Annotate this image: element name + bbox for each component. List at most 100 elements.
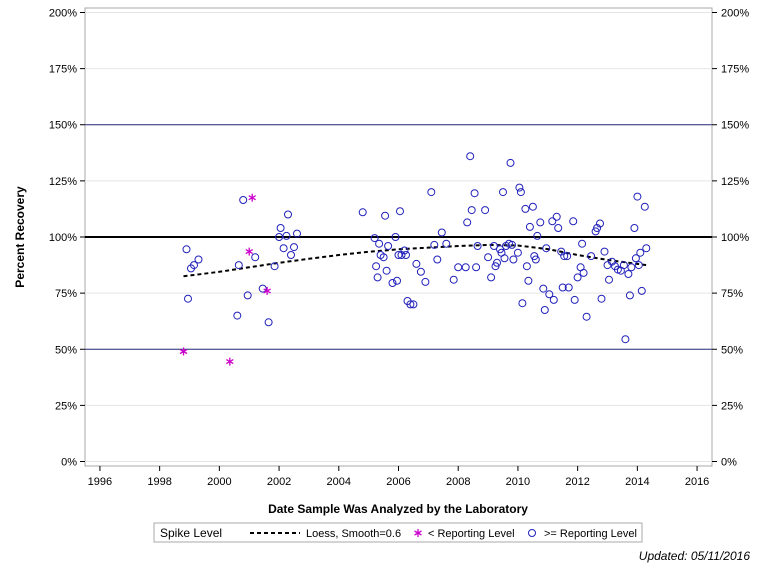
data-point <box>522 262 531 271</box>
y-tick-label-right: 150% <box>721 120 749 132</box>
data-point <box>637 286 646 295</box>
data-point <box>500 254 509 263</box>
data-point <box>549 295 558 304</box>
x-axis-title: Date Sample Was Analyzed by the Laborato… <box>268 502 528 516</box>
data-point <box>582 312 591 321</box>
data-point <box>499 188 507 197</box>
y-axis-right: 0% 25% 50% 75% 100% 125% 150% 175% 200% <box>712 7 749 469</box>
y-axis-title: Percent Recovery <box>13 186 27 288</box>
data-point <box>182 245 191 254</box>
legend-below-label: < Reporting Level <box>428 528 515 540</box>
data-point <box>379 253 388 262</box>
data-point <box>279 244 288 253</box>
asterisk-stroke <box>226 359 234 365</box>
data-point <box>427 188 436 197</box>
data-point <box>384 242 393 250</box>
data-point <box>251 253 260 262</box>
data-point <box>539 284 548 293</box>
data-point <box>233 311 242 320</box>
data-point <box>597 294 606 303</box>
data-point <box>490 242 498 250</box>
data-point <box>558 283 567 292</box>
data-point <box>358 208 367 217</box>
x-tick-label: 2012 <box>565 476 589 488</box>
data-point <box>619 261 628 270</box>
data-point <box>421 277 430 286</box>
legend-box <box>153 522 643 543</box>
data-point <box>467 206 476 215</box>
data-point <box>569 217 578 226</box>
data-point <box>554 224 563 232</box>
data-point <box>391 233 400 241</box>
data-point <box>508 240 516 249</box>
data-point <box>190 261 198 270</box>
data-point <box>184 294 192 303</box>
x-tick-label: 1996 <box>88 476 112 488</box>
data-point <box>600 247 609 256</box>
data-point <box>234 261 243 270</box>
data-point <box>506 158 515 167</box>
data-point <box>481 206 490 215</box>
data-point <box>473 242 482 250</box>
legend-loess-label: Loess, Smooth=0.6 <box>306 528 401 540</box>
data-point <box>578 239 587 248</box>
data-point <box>636 248 645 257</box>
data-point <box>640 202 649 211</box>
asterisk-stroke <box>245 249 254 255</box>
data-point <box>634 261 643 270</box>
x-axis: 1996 1998 2000 2002 2004 2006 2008 2010 2012 2014… <box>88 466 709 488</box>
x-tick-label: 2008 <box>446 476 470 488</box>
data-point <box>402 251 410 259</box>
data-point <box>493 258 501 267</box>
data-point <box>509 255 518 264</box>
updated-note: Updated: 05/11/2016 <box>638 549 750 563</box>
data-point <box>564 283 573 292</box>
data-point <box>521 204 530 213</box>
data-point <box>239 196 248 204</box>
data-point <box>287 251 295 259</box>
y-tick-label: 175% <box>49 64 77 76</box>
data-point <box>633 192 642 201</box>
y-tick-label: 150% <box>49 120 77 132</box>
data-point <box>563 252 572 261</box>
data-point <box>545 290 554 299</box>
data-point <box>282 231 291 240</box>
data-point <box>542 244 551 253</box>
y-tick-label-right: 100% <box>721 232 749 244</box>
data-point <box>442 239 451 248</box>
y-tick-label-right: 125% <box>721 176 749 188</box>
y-axis-left: 0% 25% 50% 75% 100% 125% 150% 175% 200% <box>49 7 85 469</box>
data-point <box>270 262 279 271</box>
data-point <box>463 218 472 227</box>
legend-title: Spike Level <box>160 526 222 540</box>
below-reporting-point <box>245 247 254 256</box>
legend-asterisk-swatch <box>414 529 422 537</box>
data-point <box>293 229 301 238</box>
data-point <box>630 224 639 232</box>
data-point <box>470 189 479 198</box>
data-point <box>487 273 496 282</box>
y-tick-label-right: 50% <box>721 344 743 356</box>
data-point <box>370 234 379 243</box>
legend-asterisk <box>414 529 422 537</box>
y-tick-label: 25% <box>55 400 77 412</box>
legend-above-label: >= Reporting Level <box>544 528 637 540</box>
y-tick-label-right: 25% <box>721 400 743 412</box>
data-point <box>437 228 446 237</box>
data-point <box>573 273 582 282</box>
data-point <box>621 335 630 344</box>
x-tick-label: 2002 <box>267 476 291 488</box>
data-point <box>466 152 475 161</box>
data-point <box>552 212 561 221</box>
data-point <box>570 295 579 304</box>
data-point <box>258 284 267 293</box>
data-point <box>290 243 298 252</box>
data-point <box>373 273 382 282</box>
x-tick-label: 2006 <box>386 476 410 488</box>
below-reporting-point <box>248 193 257 202</box>
data-point <box>461 263 470 272</box>
loess-line <box>183 243 647 278</box>
below-reporting-point <box>263 286 271 295</box>
data-point <box>409 300 418 309</box>
